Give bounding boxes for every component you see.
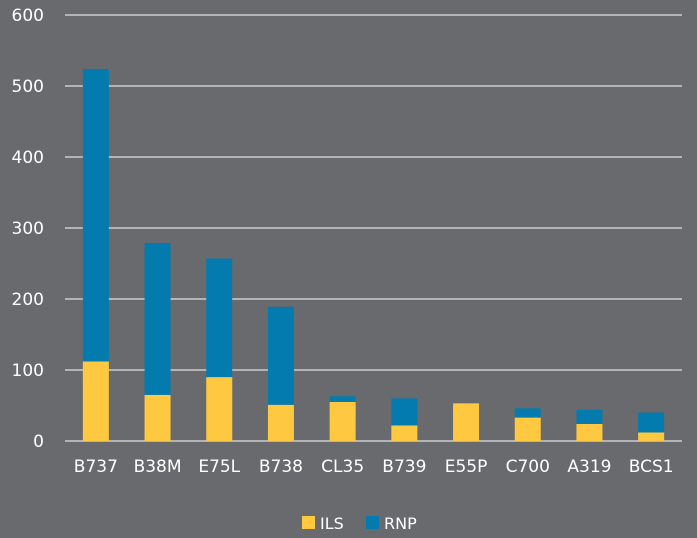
legend-swatch-ils bbox=[302, 516, 315, 529]
bar-ils-bcs1 bbox=[638, 432, 665, 441]
x-tick-label: B739 bbox=[382, 457, 426, 477]
bar-ils-b38m bbox=[144, 394, 171, 441]
y-tick-label: 600 bbox=[12, 6, 44, 26]
bar-ils-b738 bbox=[267, 404, 294, 441]
bar-rnp-b737 bbox=[82, 68, 109, 362]
bar-ils-b739 bbox=[391, 425, 418, 441]
legend-label-rnp: RNP bbox=[384, 514, 417, 533]
bar-ils-b737 bbox=[82, 361, 109, 441]
x-tick-label: E55P bbox=[445, 457, 488, 477]
x-tick-label: CL35 bbox=[321, 457, 364, 477]
x-tick-label: C700 bbox=[506, 457, 550, 477]
bar-rnp-a319 bbox=[576, 409, 603, 424]
x-tick-label: B737 bbox=[74, 457, 118, 477]
legend-swatch-rnp bbox=[366, 516, 379, 529]
bar-rnp-e75l bbox=[206, 258, 233, 378]
x-tick-label: E75L bbox=[198, 457, 240, 477]
bar-ils-c700 bbox=[514, 417, 541, 441]
bar-rnp-b738 bbox=[267, 306, 294, 405]
bar-ils-a319 bbox=[576, 423, 603, 441]
y-tick-label: 200 bbox=[12, 290, 44, 310]
bar-rnp-cl35 bbox=[329, 396, 356, 402]
x-tick-label: B38M bbox=[134, 457, 182, 477]
x-tick-label: A319 bbox=[567, 457, 611, 477]
x-tick-label: B738 bbox=[259, 457, 303, 477]
y-tick-label: 0 bbox=[33, 432, 44, 452]
bar-ils-e75l bbox=[206, 377, 233, 441]
y-tick-label: 500 bbox=[12, 77, 44, 97]
bar-rnp-b739 bbox=[391, 398, 418, 426]
bar-rnp-c700 bbox=[514, 408, 541, 418]
bar-rnp-b38m bbox=[144, 242, 171, 395]
y-tick-label: 400 bbox=[12, 148, 44, 168]
bars bbox=[82, 68, 665, 441]
bar-ils-cl35 bbox=[329, 401, 356, 441]
bar-ils-e55p bbox=[453, 403, 480, 441]
bar-rnp-bcs1 bbox=[638, 412, 665, 433]
x-axis-ticks: B737 B38M E75L B738 CL35 B739 E55P C700 A319 BCS1 bbox=[74, 457, 674, 477]
legend-label-ils: ILS bbox=[320, 514, 344, 533]
y-tick-label: 100 bbox=[12, 361, 44, 381]
y-tick-label: 300 bbox=[12, 219, 44, 239]
x-tick-label: BCS1 bbox=[629, 457, 674, 477]
legend: ILS RNP bbox=[302, 514, 417, 533]
y-axis-ticks: 0 100 200 300 400 500 600 bbox=[12, 6, 44, 452]
